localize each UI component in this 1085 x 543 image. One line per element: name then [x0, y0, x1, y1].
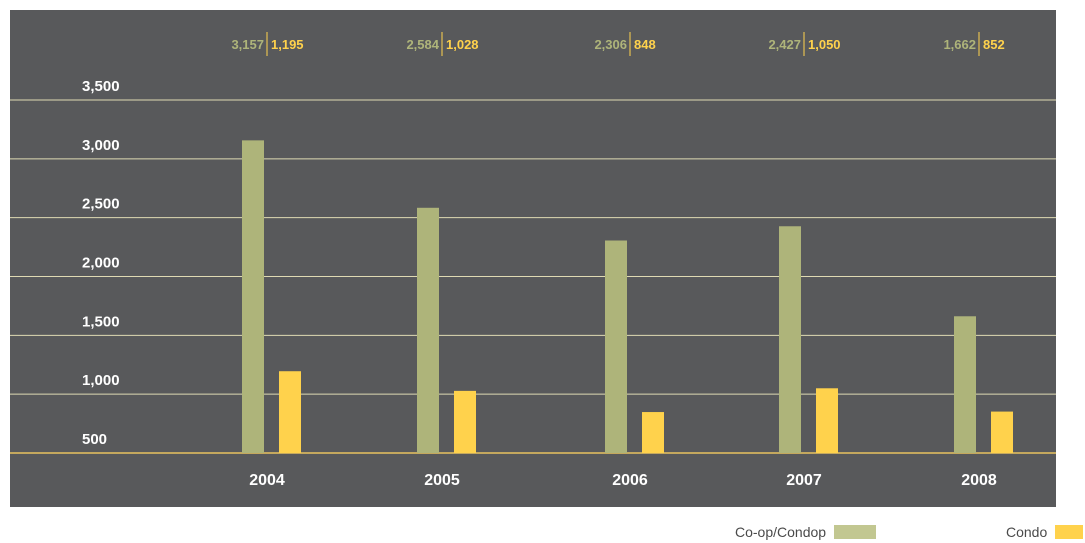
- y-tick-label: 1,500: [82, 313, 120, 330]
- bar-condo: [454, 390, 476, 453]
- value-label-coop: 1,662: [943, 37, 976, 52]
- value-label-condo: 848: [634, 37, 656, 52]
- value-label-coop: 2,306: [594, 37, 627, 52]
- legend-label-coop: Co-op/Condop: [735, 524, 827, 540]
- value-label-coop: 2,584: [406, 37, 439, 52]
- legend-swatch-coop: [834, 525, 877, 539]
- bar-condo: [642, 412, 664, 453]
- legend-swatch-condo: [1055, 525, 1084, 539]
- value-label-condo: 1,028: [446, 37, 479, 52]
- value-label-condo: 852: [983, 37, 1005, 52]
- x-tick-label: 2008: [961, 472, 997, 489]
- y-tick-label: 3,000: [82, 137, 120, 154]
- value-label-condo: 1,195: [271, 37, 304, 52]
- bar-condo: [816, 388, 838, 453]
- bar-coop: [779, 226, 801, 453]
- legend-item-coop: Co-op/Condop: [735, 524, 877, 540]
- bar-chart: 500 1,000 1,500 2,000 2,500 3,000 3,500 2004 3,1…: [10, 32, 1056, 489]
- x-tick-label: 2007: [786, 472, 822, 489]
- x-tick-label: 2006: [612, 472, 648, 489]
- x-tick-label: 2005: [424, 472, 460, 489]
- x-tick-label: 2004: [249, 472, 285, 489]
- bar-coop: [954, 316, 976, 453]
- y-tick-label: 1,000: [82, 372, 120, 389]
- value-label-condo: 1,050: [808, 37, 841, 52]
- value-label-coop: 3,157: [231, 37, 264, 52]
- legend-item-condo: Condo: [1006, 524, 1084, 540]
- bar-condo: [279, 371, 301, 453]
- legend-label-condo: Condo: [1006, 524, 1048, 540]
- value-label-coop: 2,427: [768, 37, 801, 52]
- chart-panel: 500 1,000 1,500 2,000 2,500 3,000 3,500 2004 3,1…: [10, 10, 1056, 507]
- y-tick-label: 3,500: [82, 78, 120, 95]
- y-tick-label: 500: [82, 431, 107, 448]
- bar-coop: [605, 240, 627, 453]
- bar-coop: [242, 140, 264, 453]
- y-tick-label: 2,500: [82, 196, 120, 213]
- y-tick-label: 2,000: [82, 255, 120, 272]
- bar-condo: [991, 411, 1013, 453]
- bar-coop: [417, 207, 439, 453]
